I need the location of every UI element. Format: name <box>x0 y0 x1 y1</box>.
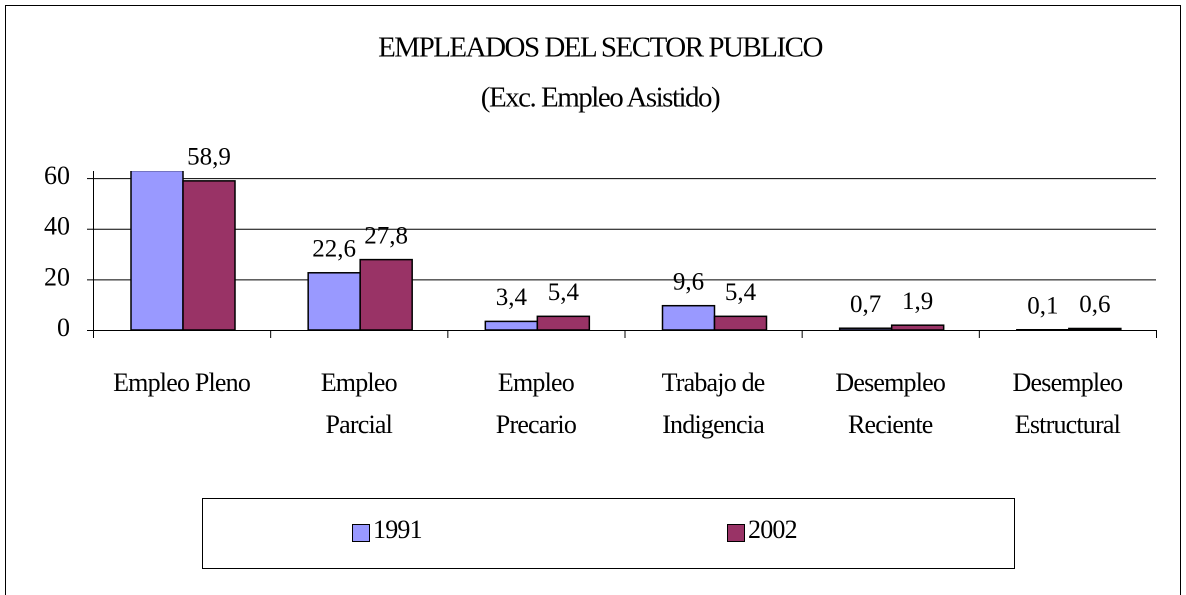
bar <box>359 258 413 331</box>
value-label: 58,9 <box>187 144 231 171</box>
chart-subtitle: (Exc. Empleo Asistido) <box>481 82 720 114</box>
x-tick-label: Parcial <box>325 410 392 439</box>
bar <box>713 315 768 331</box>
value-label: 3,4 <box>496 284 528 311</box>
x-tick-label: Desempleo <box>835 368 946 397</box>
bar <box>182 180 236 331</box>
value-label: 1,9 <box>902 288 933 315</box>
bar <box>536 315 591 331</box>
bar <box>307 272 361 331</box>
value-label: 5,4 <box>725 279 757 306</box>
legend-label: 1991 <box>373 515 422 544</box>
value-label: 5,4 <box>548 279 580 306</box>
bar <box>890 324 945 331</box>
bars <box>130 171 1122 331</box>
y-tick-label: 20 <box>44 262 70 291</box>
value-label: 0,7 <box>850 291 881 318</box>
bar <box>838 327 893 331</box>
bar <box>484 320 539 331</box>
chart-title: EMPLEADOS DEL SECTOR PUBLICO <box>378 32 822 64</box>
legend-swatch <box>352 524 370 542</box>
value-label: 27,8 <box>364 222 408 249</box>
x-tick-label: Precario <box>496 410 577 439</box>
bar <box>661 304 716 331</box>
x-tick-label: Desempleo <box>1013 368 1124 397</box>
y-tick-label: 0 <box>57 313 70 342</box>
x-tick-label: Reciente <box>848 410 933 439</box>
x-tick-label: Empleo Pleno <box>113 368 251 397</box>
x-tick-label: Indigencia <box>662 410 765 439</box>
value-label: 9,6 <box>673 268 704 295</box>
value-label: 22,6 <box>312 236 356 263</box>
x-tick-label: Empleo <box>498 368 575 397</box>
x-tick-label: Empleo <box>321 368 398 397</box>
y-tick-label: 40 <box>44 212 70 241</box>
legend-label: 2002 <box>748 515 797 544</box>
y-tick-label: 60 <box>44 161 70 190</box>
x-tick-label: Estructural <box>1015 410 1121 439</box>
bar <box>1068 327 1122 331</box>
bar <box>130 171 184 331</box>
value-label: 0,6 <box>1079 291 1110 318</box>
chart-border <box>5 5 1181 595</box>
value-label: 0,1 <box>1027 292 1058 319</box>
x-tick-label: Trabajo de <box>662 368 765 397</box>
legend-swatch <box>727 524 745 542</box>
legend-box <box>202 498 1015 569</box>
